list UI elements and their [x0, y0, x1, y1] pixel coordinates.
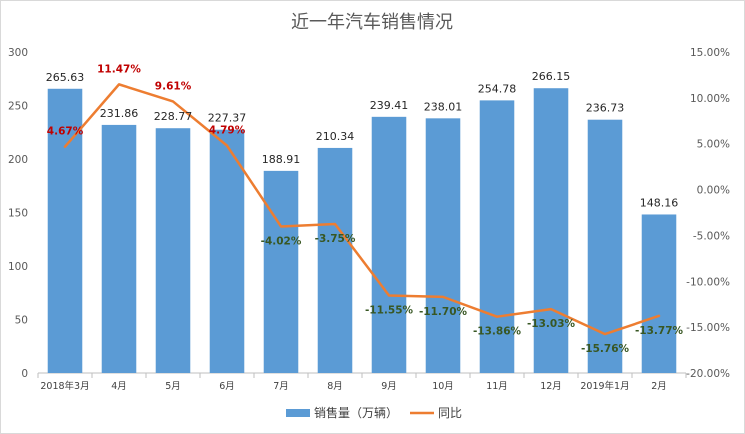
bar-value-label: 228.77	[154, 110, 193, 123]
bar-value-label: 210.34	[316, 130, 355, 143]
x-tick-label: 2月	[651, 381, 667, 392]
legend-label-bar: 销售量（万辆）	[314, 405, 398, 420]
bar-value-label: 265.63	[46, 71, 85, 84]
y-right-tick-label: -15.00%	[686, 322, 730, 334]
x-tick-label: 2019年1月	[580, 380, 629, 392]
y-left-tick-label: 200	[8, 154, 28, 166]
y-right-tick-label: -5.00%	[693, 230, 730, 242]
bar-value-label: 238.01	[424, 100, 463, 113]
bar	[533, 88, 569, 374]
yoy-value-label: 4.67%	[47, 126, 84, 138]
y-right-tick-label: -20.00%	[686, 368, 730, 380]
y-left-tick-label: 50	[15, 315, 28, 327]
bar-value-label: 148.16	[640, 196, 679, 209]
legend: 销售量（万辆） 同比	[286, 405, 462, 420]
bar	[641, 214, 677, 373]
bar	[263, 170, 299, 373]
y-right-tick-label: 10.00%	[690, 93, 730, 105]
yoy-value-label: 11.47%	[97, 63, 141, 75]
chart-title: 近一年汽车销售情况	[291, 12, 453, 33]
y-right-tick-label: 15.00%	[690, 47, 730, 59]
bar-value-label: 227.37	[208, 112, 247, 125]
axes: 0 50 100 150 200 250 300 15.00% 10.00% 5.00% 0.00%…	[8, 47, 730, 392]
yoy-value-label: 9.61%	[155, 80, 192, 92]
yoy-line	[63, 83, 661, 336]
bar-series	[47, 88, 677, 374]
x-tick-label: 9月	[381, 381, 397, 392]
x-tick-label: 12月	[540, 381, 562, 392]
x-tick-label: 8月	[327, 381, 343, 392]
bar-value-label: 231.86	[100, 107, 139, 120]
bar	[425, 118, 461, 373]
bar	[317, 147, 353, 373]
x-tick-label: 4月	[111, 381, 127, 392]
y-left-tick-label: 250	[8, 101, 28, 113]
bar-value-label: 236.73	[586, 102, 625, 115]
legend-label-line: 同比	[438, 406, 462, 420]
bar	[209, 129, 245, 373]
x-tick-label: 7月	[273, 381, 289, 392]
bar-value-label: 254.78	[478, 82, 517, 95]
yoy-value-label: 4.79%	[209, 125, 246, 137]
bar-value-label: 188.91	[262, 153, 301, 166]
bar	[479, 100, 515, 373]
yoy-value-label: -3.75%	[315, 233, 356, 245]
yoy-value-label: -15.76%	[581, 343, 630, 355]
y-right-tick-label: -10.00%	[686, 276, 730, 288]
data-labels: 265.63 231.86 228.77 227.37 188.91 210.34 239.…	[46, 63, 684, 355]
x-tick-label: 5月	[165, 381, 181, 392]
yoy-value-label: -13.86%	[473, 326, 522, 338]
y-left-tick-label: 150	[8, 208, 28, 220]
yoy-value-label: -11.55%	[365, 305, 414, 317]
y-right-tick-label: 0.00%	[697, 185, 730, 197]
yoy-value-label: -11.70%	[419, 306, 468, 318]
y-left-tick-label: 0	[21, 368, 28, 380]
bar-value-label: 239.41	[370, 99, 409, 112]
y-right-tick-label: 5.00%	[697, 139, 730, 151]
y-left-tick-label: 100	[8, 261, 28, 273]
x-tick-label: 2018年3月	[40, 380, 89, 392]
x-tick-label: 6月	[219, 381, 235, 392]
bar	[155, 128, 191, 373]
x-tick-label: 11月	[486, 381, 508, 392]
line-series	[63, 83, 661, 336]
bar	[371, 116, 407, 373]
yoy-value-label: -13.03%	[527, 318, 576, 330]
bar-value-label: 266.15	[532, 70, 571, 83]
legend-swatch-bar	[286, 409, 310, 417]
y-left-tick-label: 300	[8, 47, 28, 59]
bar	[47, 88, 83, 373]
x-tick-label: 10月	[432, 381, 454, 392]
bar	[101, 124, 137, 374]
yoy-value-label: -4.02%	[261, 235, 302, 247]
yoy-value-label: -13.77%	[635, 325, 684, 337]
